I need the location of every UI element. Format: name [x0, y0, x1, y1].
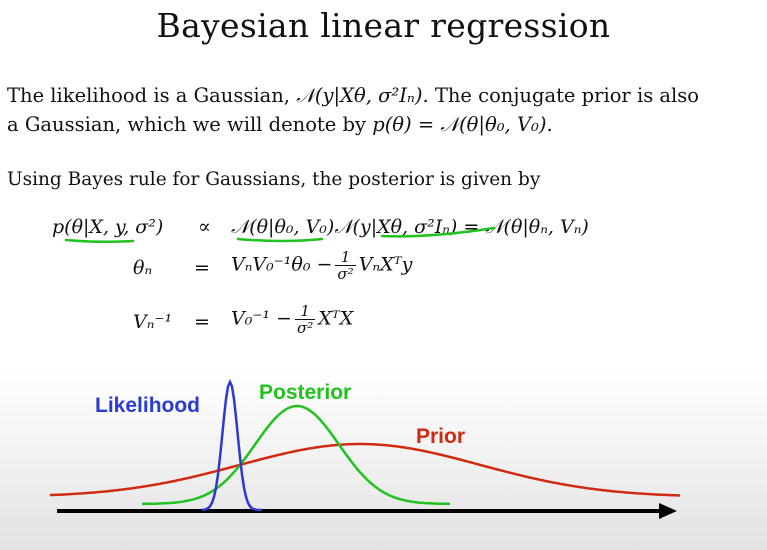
eq1-lhs: p(θ|X, y, σ²)	[52, 216, 164, 238]
eq2-rhs-part-a: VₙV₀⁻¹θ₀ −	[231, 253, 333, 276]
eq2-fraction: 1 σ²	[335, 249, 356, 283]
eq2-rhs: VₙV₀⁻¹θ₀ −1 σ² VₙXᵀy	[231, 249, 412, 282]
prior-curve	[49, 442, 681, 497]
likelihood-sentence: The likelihood is a Gaussian, 𝒩(y|Xθ, σ²…	[7, 84, 699, 107]
prior-text: a Gaussian, which we will denote by	[7, 113, 367, 136]
posterior-curve	[142, 404, 451, 506]
eq3-relation: =	[194, 311, 210, 333]
eq3-fraction: 1 σ²	[294, 303, 316, 337]
eq3-rhs-part-b: XᵀX	[318, 307, 354, 330]
likelihood-tail-text: The conjugate prior is also	[434, 84, 700, 107]
prior-formula: p(θ) = 𝒩(θ|θ₀, V₀).	[372, 113, 553, 136]
eq3-rhs-part-a: V₀⁻¹ −	[231, 307, 292, 330]
eq2-rhs-part-b: VₙXᵀy	[358, 253, 413, 276]
x-axis-arrowhead	[659, 503, 677, 519]
eq2-relation: =	[194, 257, 210, 279]
eq1-rhs: 𝒩(θ|θ₀, V₀)𝒩(y|Xθ, σ²Iₙ) = 𝒩(θ|θₙ, Vₙ)	[231, 216, 589, 238]
likelihood-formula: 𝒩(y|Xθ, σ²Iₙ).	[296, 84, 429, 107]
posterior-label: Posterior	[259, 381, 352, 404]
eq3-lhs: Vₙ⁻¹	[133, 311, 173, 333]
underline-posterior-annotation	[64, 238, 135, 244]
eq1-relation: ∝	[198, 216, 211, 238]
likelihood-text: The likelihood is a Gaussian,	[7, 84, 290, 107]
likelihood-curve	[201, 378, 262, 512]
eq2-lhs: θₙ	[133, 257, 153, 279]
eq2-fraction-numerator: 1	[335, 249, 356, 266]
likelihood-label: Likelihood	[95, 394, 200, 417]
prior-sentence: a Gaussian, which we will denote by p(θ)…	[7, 113, 553, 136]
bayes-rule-sentence: Using Bayes rule for Gaussians, the post…	[7, 169, 541, 190]
slide-title: Bayesian linear regression	[156, 6, 611, 45]
prior-label: Prior	[416, 425, 466, 448]
eq2-fraction-denominator: σ²	[337, 265, 354, 283]
underline-likelihood-annotation	[380, 226, 496, 238]
eq3-rhs: V₀⁻¹ −1 σ² XᵀX	[231, 303, 353, 336]
figure-background	[0, 365, 767, 550]
underline-prior-annotation	[236, 237, 324, 243]
eq3-fraction-denominator: σ²	[296, 319, 314, 337]
eq3-fraction-numerator: 1	[294, 303, 316, 320]
